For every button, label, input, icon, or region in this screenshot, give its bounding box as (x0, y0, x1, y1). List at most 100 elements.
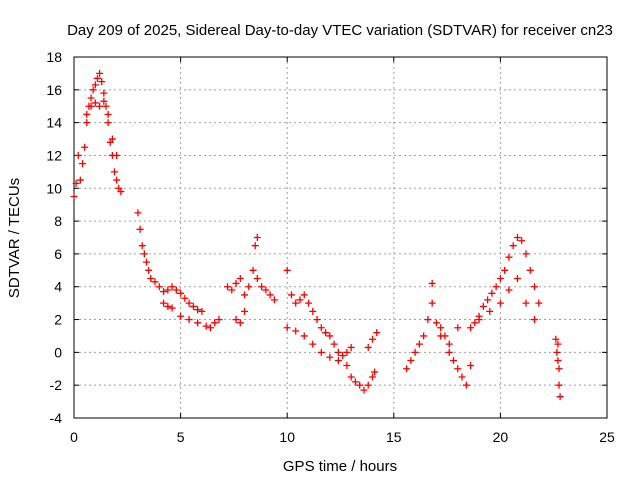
data-point (326, 332, 334, 340)
data-point (145, 266, 153, 274)
data-point (326, 353, 334, 361)
data-point (437, 332, 445, 340)
data-point (501, 266, 509, 274)
data-point (373, 329, 381, 337)
data-point (138, 242, 146, 250)
data-point (287, 291, 295, 299)
data-point (102, 102, 110, 110)
data-point (300, 291, 308, 299)
data-point (168, 283, 176, 291)
data-point (151, 278, 159, 286)
data-point (432, 319, 440, 327)
y-tick-label: 4 (54, 279, 62, 295)
data-point (81, 143, 89, 151)
x-tick-label: 25 (599, 429, 615, 445)
axis-ticks (73, 56, 608, 419)
data-point (100, 89, 108, 97)
data-point (117, 188, 125, 196)
data-point (505, 253, 513, 261)
data-point (236, 275, 244, 283)
data-point (140, 250, 148, 258)
data-point (475, 316, 483, 324)
data-point (368, 335, 376, 343)
x-tick-label: 20 (493, 429, 509, 445)
data-point (98, 78, 106, 86)
data-point (72, 179, 80, 187)
y-tick-label: 8 (54, 213, 62, 229)
data-point (556, 393, 564, 401)
x-tick-label: 0 (70, 429, 78, 445)
data-point (83, 119, 91, 127)
y-tick-label: 6 (54, 246, 62, 262)
data-point (215, 316, 223, 324)
data-point (292, 327, 300, 335)
data-point (194, 306, 202, 314)
y-axis-tick-labels: -4 -2 0 2 4 6 8 10 12 14 16 18 (46, 49, 62, 426)
data-point (522, 250, 530, 258)
data-point (300, 332, 308, 340)
data-point (415, 340, 423, 348)
data-point (424, 316, 432, 324)
x-axis-tick-labels: 0 5 10 15 20 25 (70, 429, 615, 445)
data-point (509, 242, 517, 250)
data-points (70, 69, 564, 401)
y-tick-label: 10 (46, 180, 62, 196)
data-point (479, 302, 487, 310)
data-point (522, 299, 530, 307)
data-point (552, 335, 560, 343)
data-point (93, 74, 101, 82)
data-point (555, 381, 563, 389)
data-point (334, 348, 342, 356)
data-point (356, 381, 364, 389)
data-point (554, 340, 562, 348)
data-point (531, 283, 539, 291)
y-tick-label: -2 (50, 377, 63, 393)
y-tick-label: 0 (54, 344, 62, 360)
data-point (403, 365, 411, 373)
data-point (232, 279, 240, 287)
data-point (554, 357, 562, 365)
data-point (155, 283, 163, 291)
data-point (262, 286, 270, 294)
data-point (339, 352, 347, 360)
data-point (317, 324, 325, 332)
data-point (89, 86, 97, 94)
data-point (189, 302, 197, 310)
data-point (283, 266, 291, 274)
data-point (198, 307, 206, 315)
data-point (505, 286, 513, 294)
data-point (241, 291, 249, 299)
data-point (91, 99, 99, 107)
data-point (364, 381, 372, 389)
data-point (228, 286, 236, 294)
data-point (411, 348, 419, 356)
data-point (334, 357, 342, 365)
plot-frame (73, 56, 608, 419)
data-point (236, 319, 244, 327)
data-point (206, 324, 214, 332)
data-point (449, 357, 457, 365)
data-point (343, 361, 351, 369)
data-point (462, 381, 470, 389)
data-point (258, 283, 266, 291)
data-point (309, 340, 317, 348)
data-point (70, 192, 78, 200)
data-point (305, 299, 313, 307)
x-axis-title: GPS time / hours (283, 458, 397, 475)
data-point (454, 365, 462, 373)
data-point (96, 102, 104, 110)
data-point (322, 329, 330, 337)
x-tick-label: 15 (386, 429, 402, 445)
data-point (104, 119, 112, 127)
data-point (347, 343, 355, 351)
data-point (96, 69, 104, 77)
data-point (108, 135, 116, 143)
data-point (471, 319, 479, 327)
data-point (531, 316, 539, 324)
data-point (113, 151, 121, 159)
data-point (437, 324, 445, 332)
data-point (111, 168, 119, 176)
x-tick-label: 10 (279, 429, 295, 445)
data-point (351, 378, 359, 386)
